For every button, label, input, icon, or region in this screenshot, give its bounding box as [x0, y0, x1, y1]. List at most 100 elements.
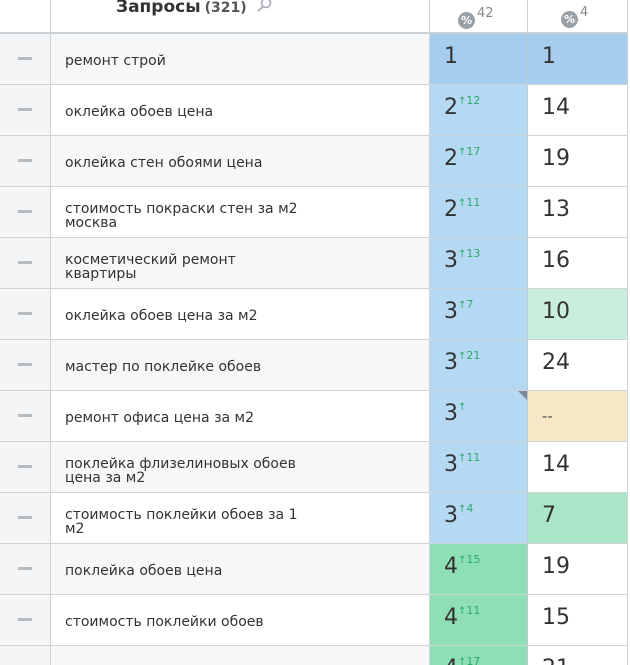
position-change: 11	[458, 196, 480, 209]
position: 16	[542, 248, 570, 273]
position: 14	[542, 95, 570, 120]
percent-badge[interactable]: %	[561, 11, 578, 28]
remove-button[interactable]	[18, 414, 32, 417]
action-cell	[0, 391, 51, 442]
header-cell: % 42	[430, 0, 528, 34]
position: 14	[542, 452, 570, 477]
remove-button[interactable]	[18, 567, 32, 570]
position-cell: 417	[430, 646, 528, 665]
position-change: 11	[458, 604, 480, 617]
position-change	[458, 400, 466, 413]
position-cell: 212	[430, 85, 528, 136]
position-cell: 21	[528, 646, 628, 665]
query-cell: косметический ремонт квартиры	[51, 238, 430, 289]
position: 13	[542, 197, 570, 222]
query-cell: ремонт строй	[51, 34, 430, 85]
position-cell: 1	[528, 34, 628, 85]
query-cell: оклейка стен обоями цена	[51, 136, 430, 187]
position: 21	[542, 656, 570, 665]
percent-badge[interactable]: %	[458, 12, 475, 29]
position: 3	[444, 401, 458, 426]
position-cell: 313	[430, 238, 528, 289]
query-text: поклейка флизелиновых обоев цена за м2	[65, 456, 296, 487]
position-change: 11	[458, 451, 480, 464]
remove-button[interactable]	[18, 57, 32, 60]
position-cell: 311	[430, 442, 528, 493]
remove-button[interactable]	[18, 465, 32, 468]
position: 3	[444, 248, 458, 273]
position: 3	[444, 503, 458, 528]
query-text: мастер по поклейке обоев	[65, 359, 262, 376]
position-cell: 19	[528, 544, 628, 595]
action-cell	[0, 646, 51, 665]
action-cell	[0, 544, 51, 595]
position-cell: 217	[430, 136, 528, 187]
remove-button[interactable]	[18, 618, 32, 621]
position-cell: 3	[430, 391, 528, 442]
position-cell: 211	[430, 187, 528, 238]
position-cell: 14	[528, 85, 628, 136]
position: 1	[542, 44, 556, 69]
query-text: стоимость поклейки обоев	[65, 614, 264, 631]
position-cell: 34	[430, 493, 528, 544]
position-cell: 1	[430, 34, 528, 85]
position-cell: 321	[430, 340, 528, 391]
action-cell	[0, 442, 51, 493]
query-cell: оклейка обоев цена	[51, 85, 430, 136]
remove-button[interactable]	[18, 108, 32, 111]
action-cell	[0, 238, 51, 289]
position-cell: 37	[430, 289, 528, 340]
remove-button[interactable]	[18, 261, 32, 264]
position: 2	[444, 197, 458, 222]
query-cell	[51, 646, 430, 665]
action-cell	[0, 340, 51, 391]
query-text: оклейка обоев цена	[65, 104, 214, 121]
note-marker[interactable]	[518, 391, 527, 400]
header-title[interactable]: Запросы (321)	[116, 0, 274, 17]
action-cell	[0, 289, 51, 340]
position-cell: 13	[528, 187, 628, 238]
position-cell: --	[528, 391, 628, 442]
position-cell: 24	[528, 340, 628, 391]
remove-button[interactable]	[18, 159, 32, 162]
position-change: 15	[458, 553, 480, 566]
query-cell: ремонт офиса цена за м2	[51, 391, 430, 442]
position-change: 13	[458, 247, 480, 260]
query-text: стоимость поклейки обоев за 1 м2	[65, 507, 298, 538]
position: 2	[444, 146, 458, 171]
query-text: оклейка стен обоями цена	[65, 155, 263, 172]
query-text: косметический ремонт квартиры	[65, 252, 236, 283]
action-cell	[0, 493, 51, 544]
query-cell: стоимость поклейки обоев	[51, 595, 430, 646]
position-change: 17	[458, 655, 480, 665]
remove-button[interactable]	[18, 363, 32, 366]
action-cell	[0, 85, 51, 136]
query-text: стоимость покраски стен за м2 москва	[65, 201, 298, 232]
query-text: ремонт строй	[65, 53, 166, 70]
position-cell: 415	[430, 544, 528, 595]
query-count: (321)	[204, 0, 247, 16]
position: 10	[542, 299, 570, 324]
header-cell	[0, 0, 51, 34]
position-cell: 15	[528, 595, 628, 646]
badge-count: 42	[477, 6, 494, 21]
position-cell: 7	[528, 493, 628, 544]
position-cell: 19	[528, 136, 628, 187]
query-cell: стоимость поклейки обоев за 1 м2	[51, 493, 430, 544]
search-icon[interactable]	[256, 0, 274, 13]
remove-button[interactable]	[18, 210, 32, 213]
query-cell: поклейка обоев цена	[51, 544, 430, 595]
remove-button[interactable]	[18, 516, 32, 519]
query-text: поклейка обоев цена	[65, 563, 223, 580]
position: 19	[542, 554, 570, 579]
action-cell	[0, 34, 51, 85]
query-cell: стоимость покраски стен за м2 москва	[51, 187, 430, 238]
position: 15	[542, 605, 570, 630]
action-cell	[0, 136, 51, 187]
remove-button[interactable]	[18, 312, 32, 315]
position-cell: 16	[528, 238, 628, 289]
position-cell: 10	[528, 289, 628, 340]
query-cell: поклейка флизелиновых обоев цена за м2	[51, 442, 430, 493]
header-cell: Запросы (321)	[51, 0, 430, 34]
